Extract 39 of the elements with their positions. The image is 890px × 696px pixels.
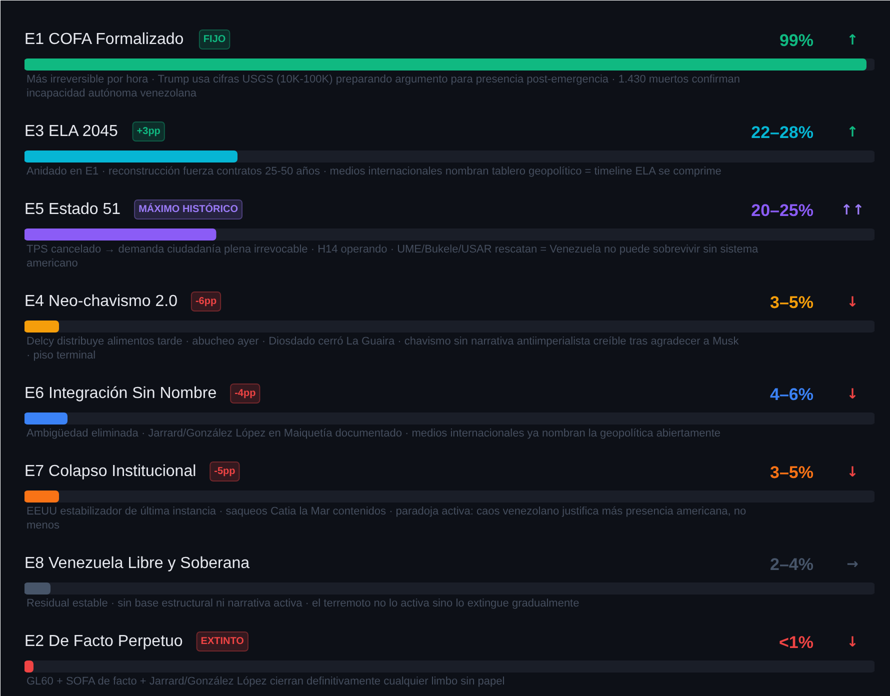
annotation: -6pp <box>195 296 217 307</box>
y-tick-label: E3 ELA 2045 <box>24 123 118 140</box>
annotation: Anidado en E1 · reconstrucción fuerza contratos 25-50 años · medios internacionales nombran tablero geopolítico = timeline ELA se comprime <box>26 166 722 178</box>
annotation: TPS cancelado → demanda ciudadanía plena irrevocable · H14 operando · UME/Bukele/USAR rescatan = Venezuela no puede sobrevivir sin sistema americano <box>26 244 759 270</box>
annotation: ↓ <box>846 294 858 310</box>
y-tick-label: E6 Integración Sin Nombre <box>24 385 217 402</box>
annotation: 20–25% <box>751 201 814 220</box>
y-tick-label: E7 Colapso Institucional <box>24 463 196 480</box>
y-tick-label: E2 De Facto Perpetuo <box>24 633 183 650</box>
data-label: <1% <box>779 633 814 652</box>
annotation: +3pp <box>136 126 160 137</box>
annotation: -4pp <box>234 388 256 399</box>
y-tick-label: E4 Neo-chavismo 2.0 <box>24 293 178 310</box>
y-tick-label: E1 COFA Formalizado <box>24 31 184 48</box>
annotation: EXTINTO <box>200 636 244 647</box>
y-tick-label: E8 Venezuela Libre y Soberana <box>24 555 250 572</box>
annotation: Más irreversible por hora · Trump usa cifras USGS (10K-100K) preparando argumento para presencia post-emergencia · 1.430 muertos confirman incapacidad autónoma venezolana <box>26 74 740 100</box>
annotation: FIJO <box>203 34 226 45</box>
annotation: ↑ <box>846 32 858 48</box>
y-tick-label: E5 Estado 51 <box>24 201 121 218</box>
annotation: Residual estable · sin base estructural ni narrativa activa · el terremoto no lo activa sino lo extingue gradualmente <box>26 598 580 610</box>
annotation: Delcy distribuye alimentos tarde · abucheo ayer · Diosdado cerró La Guaira · chavismo sin narrativa antiimperialista creíble tras agradecer a Musk · piso terminal <box>26 336 740 362</box>
annotation: GL60 + SOFA de facto + Jarrard/González López cierran definitivamente cualquier limbo sin papel <box>26 676 505 688</box>
annotation: ↑ <box>846 124 858 140</box>
annotation: → <box>846 556 859 572</box>
annotation: Ambigüedad eliminada · Jarrard/González López en Maiquetía documentado · medios internacionales ya nombran la geopolítica abiertamente <box>26 428 721 440</box>
data-label: 99% <box>779 31 814 50</box>
annotation: 4–6% <box>770 385 814 404</box>
annotation: 3–5% <box>770 463 814 482</box>
annotation: ↑↑ <box>840 202 864 218</box>
annotation: 2–4% <box>770 555 814 574</box>
annotation: EEUU estabilizador de última instancia · saqueos Catia la Mar contenidos · paradoja activa: caos venezolano justifica más presencia americana, no menos <box>26 506 746 532</box>
annotation: 3–5% <box>770 293 814 312</box>
annotation: 22–28% <box>751 123 814 142</box>
annotation: ↓ <box>846 464 858 480</box>
annotation: ↓ <box>846 634 858 650</box>
annotation: -5pp <box>214 466 236 477</box>
annotation: MÁXIMO HISTÓRICO <box>138 203 238 215</box>
annotation: ↓ <box>846 386 858 402</box>
